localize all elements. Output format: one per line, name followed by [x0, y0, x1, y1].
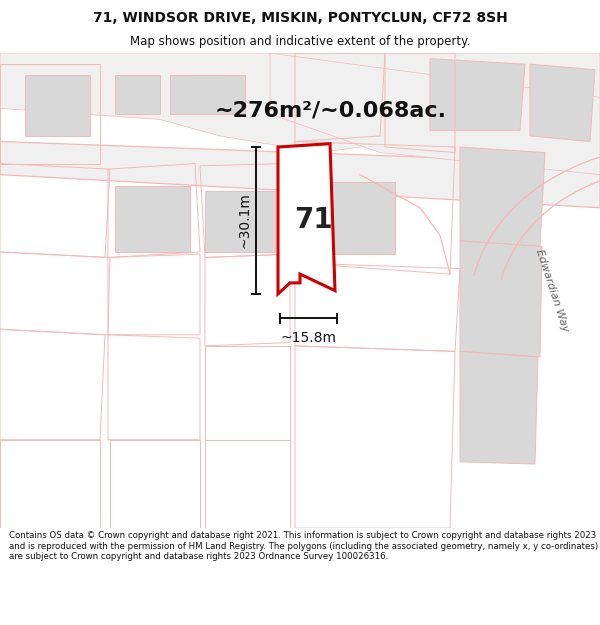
- Text: Contains OS data © Crown copyright and database right 2021. This information is : Contains OS data © Crown copyright and d…: [9, 531, 598, 561]
- Polygon shape: [0, 53, 600, 152]
- Bar: [25, 75, 90, 136]
- Polygon shape: [460, 241, 542, 357]
- Polygon shape: [278, 144, 335, 294]
- Bar: [115, 75, 160, 114]
- Text: ~15.8m: ~15.8m: [281, 331, 337, 346]
- Polygon shape: [460, 147, 545, 246]
- Polygon shape: [530, 64, 595, 141]
- Polygon shape: [0, 141, 600, 208]
- Bar: [205, 191, 275, 252]
- Text: 71: 71: [294, 206, 332, 234]
- Bar: [305, 182, 395, 254]
- Bar: [170, 75, 245, 114]
- Polygon shape: [460, 351, 538, 464]
- Bar: [115, 186, 190, 252]
- Text: Edwardian Way: Edwardian Way: [534, 248, 570, 333]
- Text: 71, WINDSOR DRIVE, MISKIN, PONTYCLUN, CF72 8SH: 71, WINDSOR DRIVE, MISKIN, PONTYCLUN, CF…: [92, 11, 508, 24]
- Polygon shape: [270, 53, 600, 174]
- Text: ~276m²/~0.068ac.: ~276m²/~0.068ac.: [215, 101, 447, 121]
- Text: ~30.1m: ~30.1m: [238, 192, 252, 248]
- Text: Map shows position and indicative extent of the property.: Map shows position and indicative extent…: [130, 34, 470, 48]
- Polygon shape: [430, 59, 525, 131]
